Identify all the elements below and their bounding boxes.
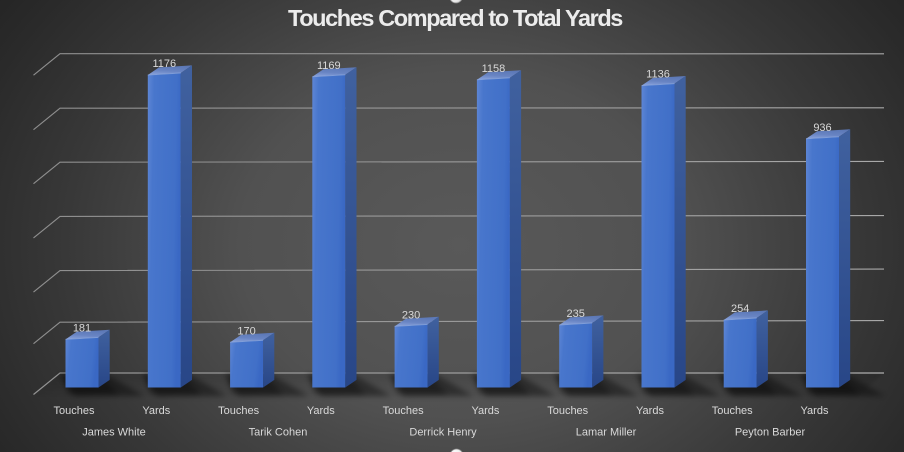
svg-text:Touches: Touches	[712, 405, 753, 417]
svg-text:Touches: Touches	[218, 405, 259, 417]
svg-text:1176: 1176	[152, 58, 176, 70]
svg-text:Yards: Yards	[636, 405, 664, 417]
svg-text:1169: 1169	[317, 60, 341, 72]
svg-text:235: 235	[567, 308, 585, 320]
svg-text:Yards: Yards	[801, 405, 829, 417]
svg-text:936: 936	[813, 122, 831, 134]
svg-text:Touches: Touches	[547, 405, 588, 417]
svg-text:170: 170	[237, 325, 255, 337]
svg-text:230: 230	[402, 309, 420, 321]
svg-text:1158: 1158	[482, 63, 506, 75]
svg-text:James White: James White	[82, 427, 146, 439]
svg-text:1136: 1136	[646, 69, 670, 81]
svg-text:Peyton Barber: Peyton Barber	[735, 427, 806, 439]
svg-text:Tarik Cohen: Tarik Cohen	[249, 427, 308, 439]
svg-text:Yards: Yards	[307, 405, 335, 417]
svg-text:Yards: Yards	[142, 405, 170, 417]
svg-text:Yards: Yards	[471, 405, 499, 417]
svg-text:Lamar Miller: Lamar Miller	[576, 427, 637, 439]
svg-text:Touches: Touches	[383, 405, 424, 417]
svg-text:254: 254	[731, 303, 749, 315]
svg-text:Derrick Henry: Derrick Henry	[409, 427, 477, 439]
svg-text:181: 181	[73, 322, 91, 334]
svg-text:Touches: Touches	[54, 405, 95, 417]
